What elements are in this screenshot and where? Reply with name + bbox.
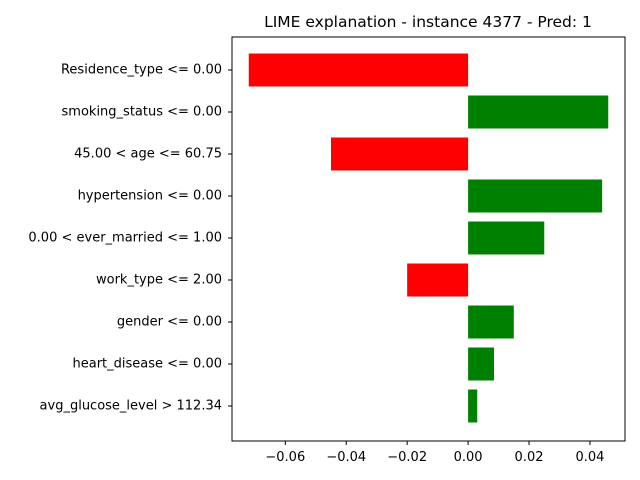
bar-2	[331, 137, 469, 171]
axes-frame	[231, 36, 626, 442]
x-tick-label-1: −0.04	[326, 450, 366, 465]
bar-7	[468, 347, 494, 381]
y-tick-labels: Residence_type <= 0.00 smoking_status <= …	[28, 63, 222, 414]
bar-8	[468, 389, 478, 423]
bar-4	[468, 221, 545, 255]
x-tick-label-3: 0.00	[454, 450, 483, 465]
y-tick-label-1: smoking_status <= 0.00	[62, 105, 222, 120]
y-tick-label-7: heart_disease <= 0.00	[72, 357, 222, 372]
bar-3	[468, 179, 603, 213]
y-tick-label-2: 45.00 < age <= 60.75	[74, 147, 222, 162]
x-tick-label-4: 0.02	[515, 450, 544, 465]
bar-6	[468, 305, 514, 339]
y-ticks	[228, 69, 232, 407]
x-ticks: −0.06 −0.04 −0.02 0.00 0.02 0.04	[265, 441, 604, 465]
bar-0	[248, 53, 469, 87]
bars-group	[248, 53, 609, 423]
y-tick-label-4: 0.00 < ever_married <= 1.00	[28, 231, 222, 246]
chart-title: LIME explanation - instance 4377 - Pred:…	[264, 13, 592, 31]
bar-5	[407, 263, 469, 297]
x-tick-label-5: 0.04	[575, 450, 604, 465]
y-tick-label-8: avg_glucose_level > 112.34	[40, 399, 222, 414]
y-tick-label-3: hypertension <= 0.00	[78, 189, 222, 204]
x-tick-label-2: −0.02	[387, 450, 427, 465]
y-tick-label-6: gender <= 0.00	[117, 315, 222, 330]
bar-1	[468, 95, 609, 129]
y-tick-label-5: work_type <= 2.00	[96, 273, 222, 288]
x-tick-label-0: −0.06	[265, 450, 305, 465]
y-tick-label-0: Residence_type <= 0.00	[61, 63, 222, 78]
